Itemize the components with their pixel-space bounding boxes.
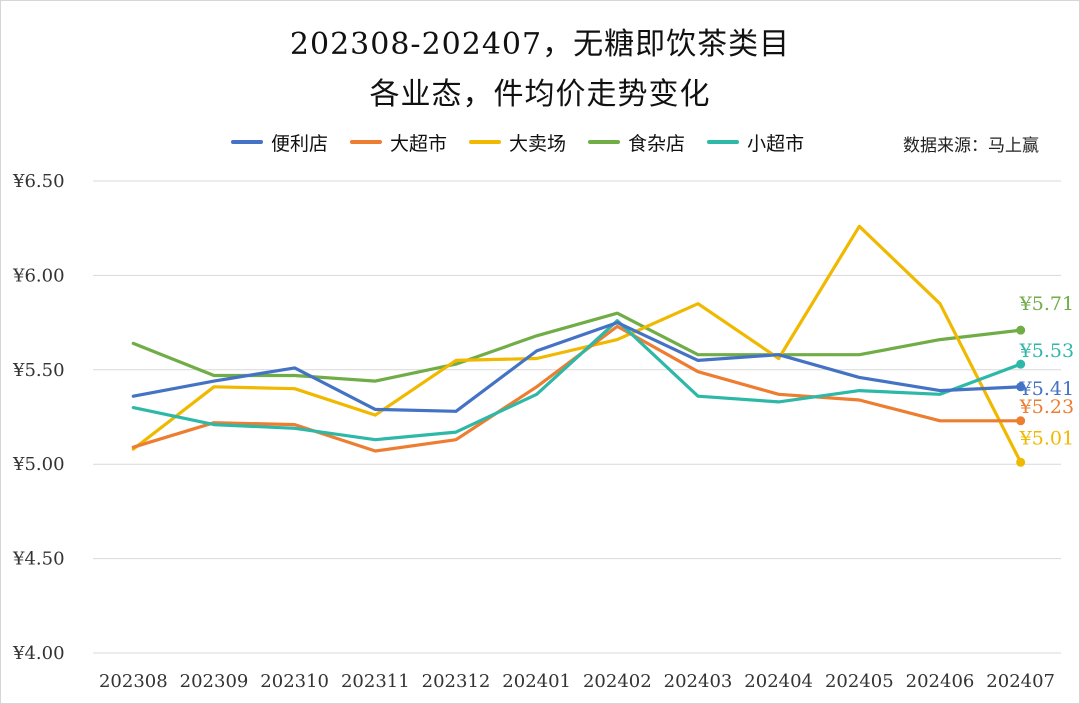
x-tick-label: 202406: [906, 671, 975, 692]
x-tick-label: 202405: [825, 671, 894, 692]
legend: 便利店 大超市 大卖场 食杂店 小超市: [231, 129, 804, 155]
series-line: [131, 319, 1023, 442]
x-tick-label: 202309: [180, 671, 249, 692]
x-tick-label: 202310: [260, 671, 329, 692]
data-label: ¥5.41: [1019, 378, 1074, 400]
legend-swatch-dachaoshi: [350, 140, 383, 144]
x-tick-label: 202308: [99, 671, 168, 692]
data-label: ¥5.01: [1019, 427, 1074, 449]
legend-label-dachaoshi: 大超市: [390, 132, 448, 155]
chart-title-line-1: 202308-202407，无糖即饮茶类目: [289, 27, 791, 62]
legend-label-bianlidian: 便利店: [271, 132, 329, 155]
end-point-marker: [1016, 416, 1026, 426]
end-point-marker: [1016, 359, 1026, 369]
legend-item-damaichang: 大卖场: [469, 129, 566, 156]
legend-label-xiaochaoshi: 小超市: [747, 132, 805, 155]
legend-swatch-damaichang: [469, 140, 502, 144]
series-line: [131, 224, 1023, 464]
x-tick-label: 202311: [341, 671, 410, 692]
end-point-marker: [1016, 457, 1026, 467]
legend-item-dachaoshi: 大超市: [350, 129, 447, 156]
data-label: ¥5.23: [1019, 396, 1074, 418]
source-note: 数据来源：马上赢: [903, 136, 1039, 156]
legend-label-damaichang: 大卖场: [509, 132, 567, 155]
x-tick-label: 202401: [502, 671, 571, 692]
data-label: ¥5.53: [1019, 340, 1074, 362]
y-tick-label: ¥6.00: [12, 265, 65, 286]
x-tick-label: 202403: [664, 671, 733, 692]
legend-swatch-bianlidian: [231, 140, 263, 144]
x-tick-label: 202402: [583, 671, 652, 692]
x-tick-label: 202404: [744, 671, 813, 692]
legend-label-shizadian: 食杂店: [628, 132, 686, 155]
y-tick-label: ¥5.50: [12, 360, 65, 381]
chart-title-line-2: 各业态，件均价走势变化: [369, 77, 711, 112]
legend-item-bianlidian: 便利店: [231, 129, 328, 156]
series-line: [131, 321, 1023, 413]
y-tick-label: ¥6.50: [12, 171, 65, 192]
series-line: [131, 311, 1023, 383]
x-tick-label: 202312: [422, 671, 491, 692]
y-tick-label: ¥4.00: [12, 643, 65, 664]
legend-swatch-shizadian: [588, 140, 621, 144]
legend-item-shizadian: 食杂店: [588, 129, 685, 156]
x-tick-label: 202407: [986, 671, 1055, 692]
legend-item-xiaochaoshi: 小超市: [707, 129, 804, 156]
legend-swatch-xiaochaoshi: [707, 140, 740, 144]
data-label: ¥5.71: [1019, 293, 1074, 315]
end-point-marker: [1016, 382, 1026, 392]
y-tick-label: ¥4.50: [12, 549, 65, 570]
end-point-marker: [1016, 325, 1026, 335]
y-tick-label: ¥5.00: [12, 454, 65, 475]
